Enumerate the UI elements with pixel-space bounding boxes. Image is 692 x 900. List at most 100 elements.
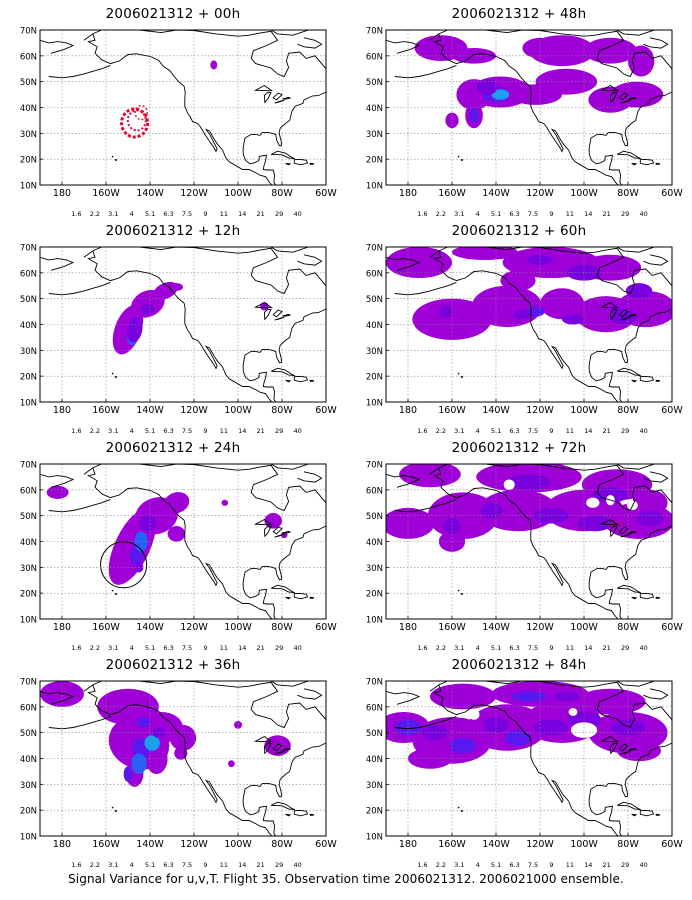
colorbar-label: 14 (584, 210, 592, 218)
lat-tick-label: 30N (366, 347, 383, 357)
lon-tick-label: 140W (482, 839, 510, 850)
figure-caption: Signal Variance for u,v,T. Flight 35. Ob… (68, 872, 624, 886)
colorbar-label: 29 (621, 210, 629, 218)
colorbar-label: 21 (257, 644, 265, 652)
lon-tick-label: 180 (53, 405, 71, 416)
colorbar-label: 29 (275, 861, 283, 869)
map-plot: 70N 60N 50N 40N 30N 20N 10N 180 160W 140W 120W 100W… (20, 678, 338, 870)
lon-tick-label: 100W (224, 839, 252, 850)
colorbar-label: 1.6 (417, 861, 427, 869)
colorbar-label: 3.1 (454, 427, 464, 435)
lat-tick-label: 60N (366, 52, 383, 62)
lon-tick-label: 80W (271, 839, 293, 850)
signal-blob (264, 735, 291, 756)
colorbar-label: 3.1 (108, 427, 118, 435)
colorbar-label: 14 (584, 644, 592, 652)
colorbar-label: 11 (220, 644, 228, 652)
lon-tick-label: 140W (136, 188, 164, 199)
colorbar-label: 7.5 (528, 427, 538, 435)
signal-blob (533, 719, 569, 736)
signal-blob (452, 247, 518, 260)
lat-tick-label: 30N (20, 781, 37, 791)
colorbar-label: 6.3 (163, 644, 173, 652)
colorbar-label: 40 (639, 861, 647, 869)
map-gridlines (40, 681, 326, 836)
colorbar-label: 2.2 (436, 644, 446, 652)
colorbar-label: 40 (293, 210, 301, 218)
lat-tick-label: 70N (20, 678, 37, 688)
colorbar-label: 2.2 (436, 210, 446, 218)
lat-tick-label: 20N (366, 156, 383, 166)
colorbar-label: 1.6 (417, 210, 427, 218)
lon-tick-label: 80W (271, 188, 293, 199)
colorbar-label: 7.5 (182, 427, 192, 435)
lat-tick-label: 10N (20, 833, 37, 843)
colorbar-label: 21 (603, 644, 611, 652)
map-panel-24h: 2006021312 + 24h 70N 60N 50N 40N 30N 20N 10N 18… (0, 434, 346, 652)
colorbar-label: 4 (130, 427, 134, 435)
lon-tick-label: 140W (482, 188, 510, 199)
lon-tick-label: 180 (53, 188, 71, 199)
signal-blob (449, 737, 477, 754)
signal-blob (610, 309, 637, 325)
panel-title: 2006021312 + 60h (451, 223, 587, 239)
signal-blob (562, 314, 584, 325)
lon-tick-label: 160W (438, 405, 466, 416)
colorbar-label: 40 (293, 644, 301, 652)
colorbar-label: 11 (566, 644, 574, 652)
lon-tick-label: 100W (224, 405, 252, 416)
map-panel-48h: 2006021312 + 48h 70N 60N 50N 40N 30N 20N 10N 18… (346, 0, 692, 218)
colorbar-label: 1.6 (71, 644, 81, 652)
colorbar-label: 14 (584, 861, 592, 869)
lat-tick-label: 70N (366, 244, 383, 254)
colorbar-label: 29 (621, 427, 629, 435)
colorbar-label: 5.1 (491, 427, 501, 435)
signal-blob (228, 760, 235, 768)
lon-tick-label: 140W (136, 839, 164, 850)
lat-tick-label: 10N (366, 616, 383, 626)
lon-tick-label: 120W (180, 405, 208, 416)
colorbar-label: 21 (257, 210, 265, 218)
signal-blob (511, 691, 547, 702)
colorbar-label: 5.1 (491, 644, 501, 652)
colorbar-label: 9 (549, 861, 553, 869)
colorbar-label: 5.1 (145, 427, 155, 435)
lat-tick-label: 70N (20, 461, 37, 471)
colorbar-label: 11 (220, 427, 228, 435)
signal-blob (163, 492, 190, 514)
signal-blob (144, 735, 160, 751)
map-panel-12h: 2006021312 + 12h 70N 60N 50N 40N 30N 20N 10N 18… (0, 217, 346, 435)
signal-blob (40, 681, 84, 707)
lon-tick-label: 60W (315, 405, 337, 416)
colorbar-label: 11 (566, 210, 574, 218)
signal-blob (443, 518, 461, 534)
colorbar-label: 40 (293, 861, 301, 869)
lon-tick-label: 160W (438, 622, 466, 633)
lat-tick-label: 10N (366, 399, 383, 409)
signal-variance-field (112, 281, 269, 355)
lat-tick-label: 30N (20, 347, 37, 357)
signal-blob (210, 60, 218, 70)
colorbar-label: 7.5 (528, 210, 538, 218)
signal-blob (221, 499, 229, 506)
lon-tick-label: 180 (399, 839, 417, 850)
colorbar-label: 29 (621, 861, 629, 869)
lon-tick-label: 160W (438, 839, 466, 850)
colorbar-label: 11 (220, 861, 228, 869)
coastline (386, 247, 672, 402)
colorbar-label: 1.6 (71, 427, 81, 435)
colorbar-label: 14 (238, 644, 246, 652)
colorbar-label: 40 (639, 210, 647, 218)
colorbar: 1.6 2.2 3.1 4 5.1 6.3 7.5 9 11 14 21 29 40 (417, 861, 648, 869)
lat-tick-label: 40N (366, 104, 383, 114)
colorbar-label: 1.6 (417, 427, 427, 435)
panel-title: 2006021312 + 24h (105, 440, 241, 456)
signal-blob (408, 748, 452, 769)
colorbar-label: 40 (639, 427, 647, 435)
colorbar-label: 2.2 (90, 861, 100, 869)
signal-blob (471, 285, 543, 328)
coastline (40, 30, 326, 185)
lat-tick-label: 60N (20, 52, 37, 62)
signal-blob (575, 688, 646, 715)
map-plot: 70N 60N 50N 40N 30N 20N 10N 180 160W 140W 120W 100W… (366, 244, 684, 436)
